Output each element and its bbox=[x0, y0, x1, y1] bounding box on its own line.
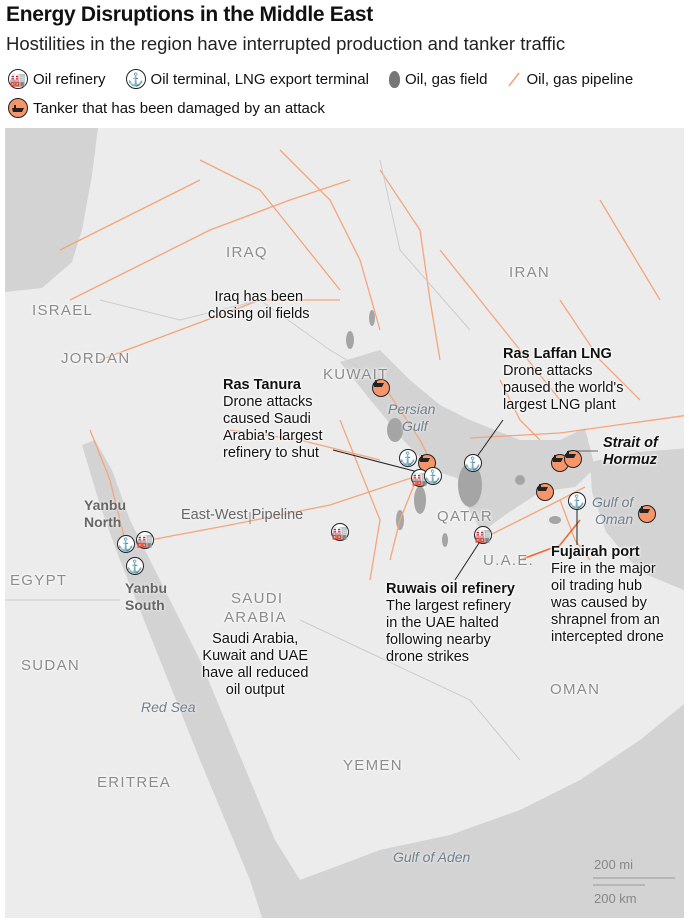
annotation-ras-laffan: Ras Laffan LNG Drone attacks paused the wo… bbox=[503, 346, 624, 413]
label-oman: OMAN bbox=[550, 681, 601, 698]
leader-lines bbox=[249, 419, 598, 581]
label-eritrea: ERITREA bbox=[97, 774, 172, 791]
label-yemen: YEMEN bbox=[343, 757, 403, 774]
scale-km: 200 km bbox=[594, 891, 637, 906]
tanker-icon[interactable] bbox=[536, 483, 554, 501]
ruwais-refinery-icon[interactable]: 🏭 bbox=[474, 526, 492, 544]
label-iran: IRAN bbox=[509, 264, 551, 281]
terminal-icon[interactable]: ⚓ bbox=[424, 467, 442, 485]
label-qatar: QATAR bbox=[437, 508, 493, 525]
annotation-ras-tanura: Ras Tanura Drone attacks caused Saudi Arabi… bbox=[223, 377, 323, 461]
scale-bar bbox=[593, 877, 675, 886]
pipeline-icon bbox=[508, 72, 521, 87]
yanbu-south-terminal-icon[interactable]: ⚓ bbox=[126, 557, 144, 575]
label-arabia: ARABIA bbox=[224, 609, 287, 626]
page-title: Energy Disruptions in the Middle East bbox=[6, 3, 373, 26]
label-east-west-pipeline: East-West Pipeline bbox=[181, 507, 304, 523]
legend-pipeline: Oil, gas pipeline bbox=[526, 70, 634, 88]
legend-field: Oil, gas field bbox=[404, 70, 488, 88]
label-gulf-of: Gulf of bbox=[592, 494, 634, 510]
hormuz-tanker-icon[interactable] bbox=[564, 450, 582, 468]
tanker-icon bbox=[8, 98, 28, 118]
borders bbox=[5, 159, 521, 761]
ras-tanura-refinery-icon[interactable]: 🏭 bbox=[411, 469, 429, 487]
label-jordan: JORDAN bbox=[61, 350, 131, 367]
annotation-ruwais: Ruwais oil refinery The largest refinery i… bbox=[386, 581, 515, 665]
annotation-iraq: Iraq has been closing oil fields bbox=[208, 289, 310, 322]
label-gulf: Gulf bbox=[402, 418, 428, 434]
ras-laffan-terminal-icon[interactable]: ⚓ bbox=[464, 454, 482, 472]
yanbu-refinery-icon[interactable]: 🏭 bbox=[136, 531, 154, 549]
label-kuwait: KUWAIT bbox=[323, 366, 389, 383]
label-sudan: SUDAN bbox=[21, 657, 81, 674]
legend-terminal: Oil terminal, LNG export terminal bbox=[150, 70, 369, 88]
persian-gulf bbox=[340, 350, 595, 532]
label-israel: ISRAEL bbox=[32, 302, 94, 319]
refinery-icon: 🏭 bbox=[8, 69, 28, 89]
anchor-icon: ⚓ bbox=[125, 69, 146, 89]
label-oman-water: Oman bbox=[595, 511, 634, 527]
pipelines bbox=[59, 149, 684, 581]
arabian-sea bbox=[285, 704, 684, 918]
map: ⚓ 🏭 ⚓ 🏭 ⚓ 🏭 ⚓ ⚓ 🏭 ⚓ IRAQ IRAN ISRAEL JOR… bbox=[5, 128, 684, 918]
gulf-of-oman bbox=[590, 448, 684, 590]
legend-2: Tanker that has been damaged by an attac… bbox=[8, 98, 339, 118]
legend-refinery: Oil refinery bbox=[33, 70, 106, 88]
fujairah-terminal-icon[interactable]: ⚓ bbox=[568, 492, 586, 510]
mediterranean bbox=[5, 128, 98, 292]
label-iraq: IRAQ bbox=[226, 244, 268, 261]
label-uae: U.A.E. bbox=[483, 552, 535, 569]
field-icon bbox=[388, 70, 400, 88]
label-red-sea: Red Sea bbox=[141, 699, 196, 715]
label-gulf-of-aden: Gulf of Aden bbox=[393, 849, 471, 865]
yanbu-north-terminal-icon[interactable]: ⚓ bbox=[117, 535, 135, 553]
label-persian: Persian bbox=[388, 401, 436, 417]
kuwait-tanker-icon[interactable] bbox=[372, 379, 390, 397]
page-subtitle: Hostilities in the region have interrupt… bbox=[6, 33, 566, 54]
ras-tanura-terminal-icon[interactable]: ⚓ bbox=[399, 449, 417, 467]
legend: 🏭 Oil refinery ⚓ Oil terminal, LNG export … bbox=[8, 69, 647, 89]
habshan-fujairah-pipeline bbox=[519, 519, 581, 561]
gulf-of-oman-tanker-icon[interactable] bbox=[638, 505, 656, 523]
annotation-saudi: Saudi Arabia, Kuwait and UAE have all redu… bbox=[202, 631, 309, 698]
annotation-strait-of-hormuz: Strait of Hormuz bbox=[603, 435, 658, 468]
label-egypt: EGYPT bbox=[10, 572, 68, 589]
scale-miles: 200 mi bbox=[594, 857, 634, 872]
label-saudi: SAUDI bbox=[231, 590, 284, 607]
refinery-icon[interactable]: 🏭 bbox=[331, 523, 349, 541]
legend-tanker: Tanker that has been damaged by an attac… bbox=[33, 99, 325, 117]
label-yanbu-south: Yanbu South bbox=[125, 580, 168, 613]
annotation-fujairah: Fujairah port Fire in the major oil tradin… bbox=[551, 544, 664, 645]
label-yanbu-north: Yanbu North bbox=[84, 497, 127, 530]
